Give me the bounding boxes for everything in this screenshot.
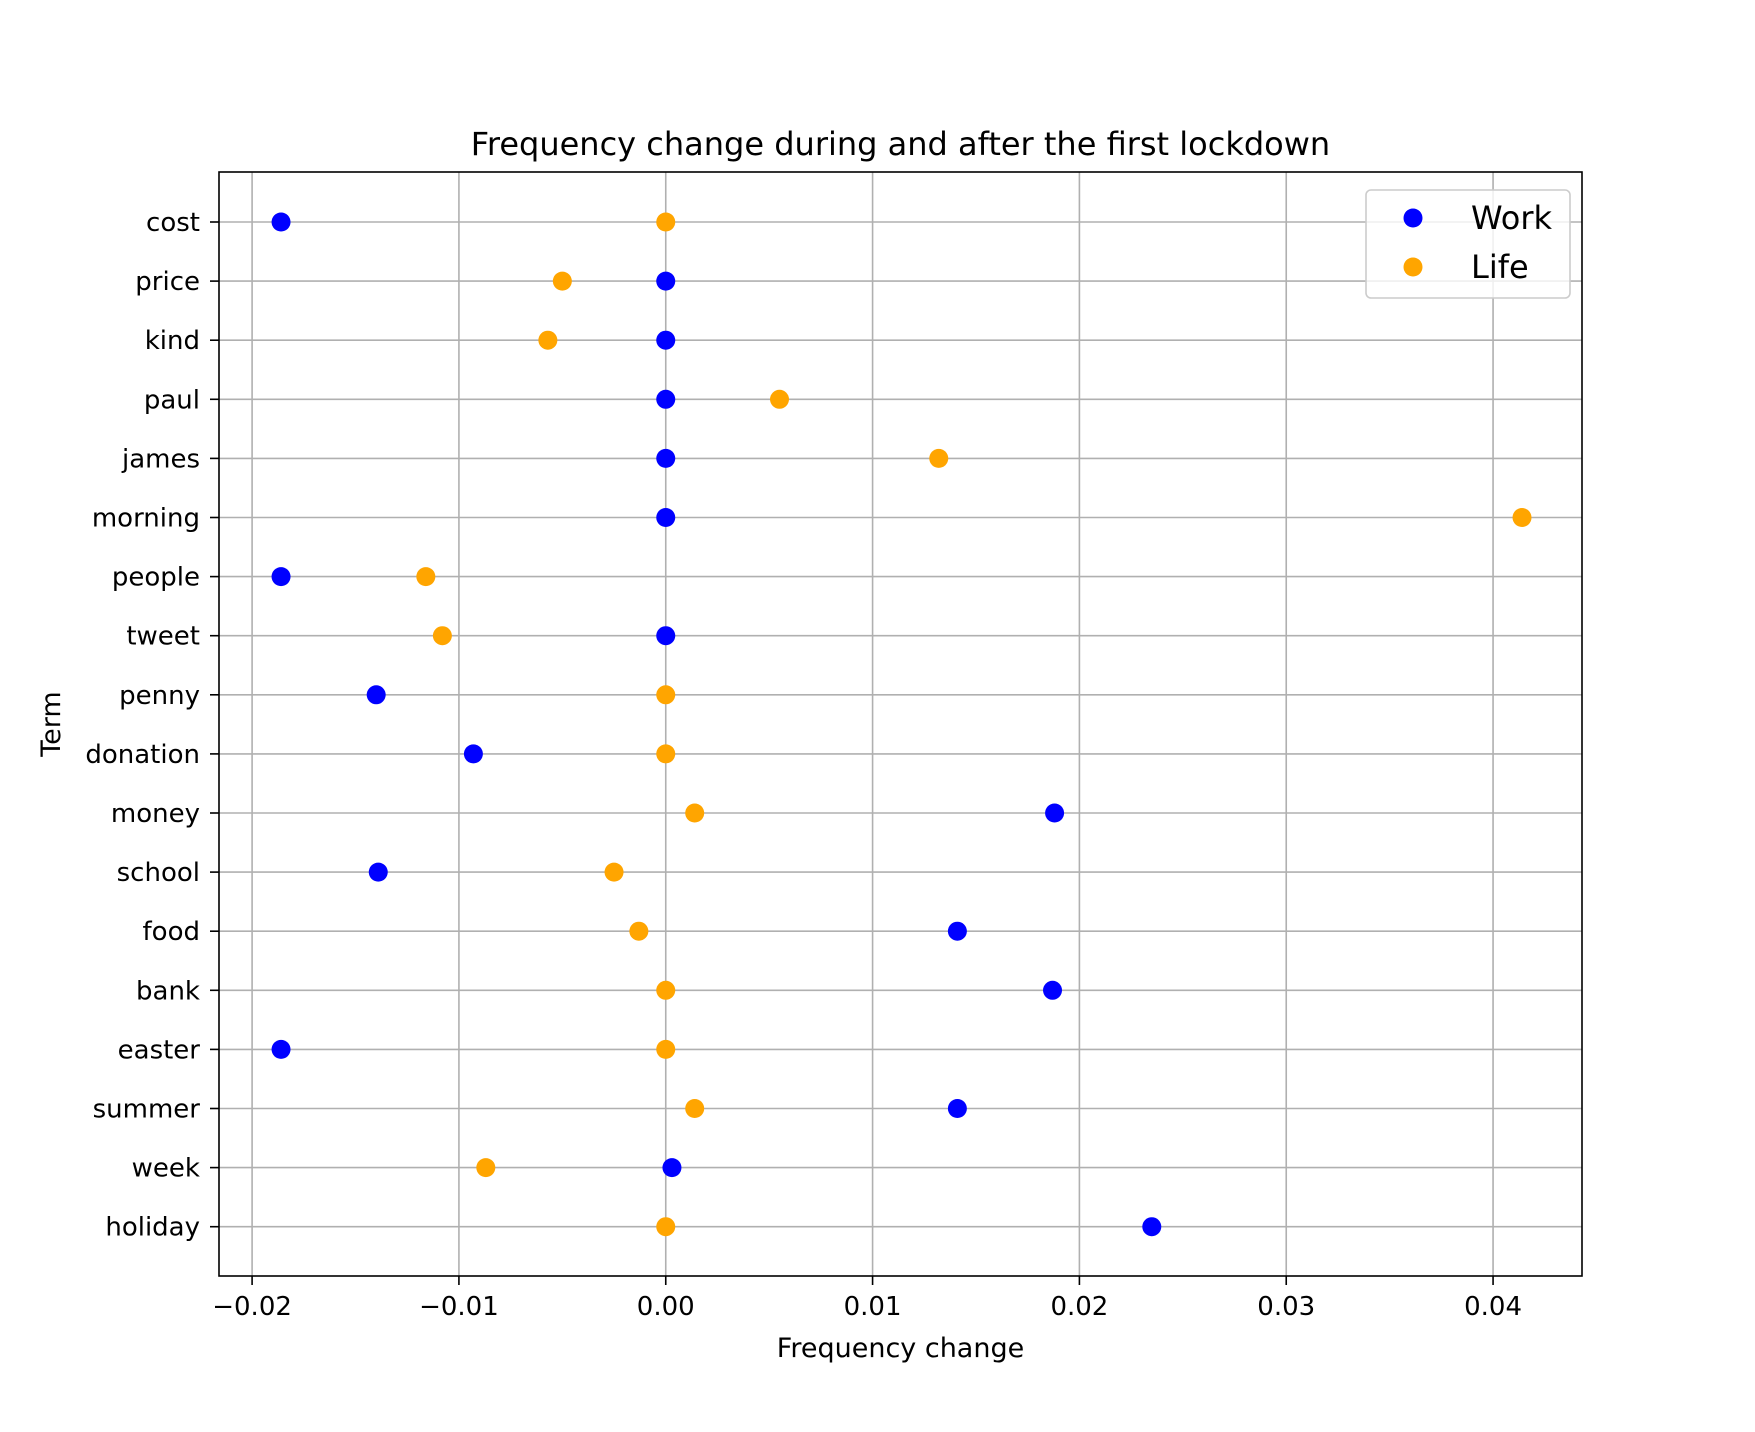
point-work-bank [1043,980,1063,1000]
point-work-penny [366,685,386,705]
y-tick-label-school: school [117,858,200,888]
point-work-food [947,921,967,941]
point-life-easter [656,1039,676,1059]
y-tick-label-cost: cost [146,208,200,238]
point-life-school [604,862,624,882]
point-work-cost [271,212,291,232]
point-life-money [685,803,705,823]
x-tick-label: −0.02 [212,1292,292,1322]
y-tick-label-penny: penny [119,681,200,711]
point-work-donation [463,744,483,764]
data-points [271,212,1532,1237]
legend-marker-life [1403,257,1423,277]
point-life-summer [685,1099,705,1118]
y-tick-label-easter: easter [118,1035,201,1065]
x-axis-label: Frequency change [777,1333,1024,1364]
point-life-morning [1512,508,1532,527]
y-tick-label-food: food [143,917,200,947]
y-tick-label-holiday: holiday [105,1213,200,1243]
point-life-week [476,1158,496,1178]
legend-marker-work [1403,208,1423,228]
point-work-morning [656,508,676,527]
x-tick-label: 0.03 [1257,1292,1315,1322]
point-work-tweet [656,626,676,646]
point-work-week [662,1158,682,1178]
legend-label-life: Life [1471,248,1529,286]
y-tick-label-people: people [112,563,200,593]
x-tick-label: 0.02 [1050,1292,1108,1322]
point-work-easter [271,1039,291,1059]
plot-area-frame [218,171,1583,1277]
point-work-price [656,271,676,291]
x-tick-label: 0.04 [1464,1292,1522,1322]
point-life-tweet [432,626,452,646]
y-tick-label-kind: kind [145,326,200,356]
x-tick-label: −0.01 [419,1292,499,1322]
point-life-penny [656,685,676,705]
y-tick-label-donation: donation [85,740,200,770]
point-work-money [1045,803,1065,823]
point-life-food [629,921,649,941]
point-work-paul [656,389,676,409]
grid-lines [219,172,1582,1276]
y-tick-label-week: week [132,1154,200,1184]
y-axis-label: Term [36,691,67,757]
point-life-paul [770,389,790,409]
point-life-james [929,448,949,468]
y-tick-label-summer: summer [93,1095,201,1125]
y-tick-label-paul: paul [144,385,200,415]
y-tick-label-morning: morning [92,504,200,534]
point-life-bank [656,980,676,1000]
point-work-school [368,862,388,882]
point-work-summer [947,1099,967,1118]
legend: Work Life [1365,189,1571,299]
y-tick-label-price: price [135,267,200,297]
point-work-people [271,567,291,587]
y-tick-label-tweet: tweet [126,622,200,652]
chart-title: Frequency change during and after the fi… [471,125,1330,163]
point-work-holiday [1142,1217,1162,1237]
y-tick-label-money: money [111,799,200,829]
y-tick-label-james: james [121,444,200,474]
y-tick-label-bank: bank [136,976,200,1006]
point-life-donation [656,744,676,764]
point-life-people [416,567,436,587]
point-life-price [552,271,572,291]
x-tick-label: 0.00 [637,1292,695,1322]
point-work-james [656,448,676,468]
point-life-holiday [656,1217,676,1237]
point-life-cost [656,212,676,232]
x-tick-label: 0.01 [844,1292,902,1322]
point-work-kind [656,330,676,350]
legend-label-work: Work [1471,199,1553,237]
point-life-kind [538,330,558,350]
axis-ticks: −0.02 −0.01 0.00 0.01 0.02 0.03 0.04 cost price k… [85,208,1522,1322]
